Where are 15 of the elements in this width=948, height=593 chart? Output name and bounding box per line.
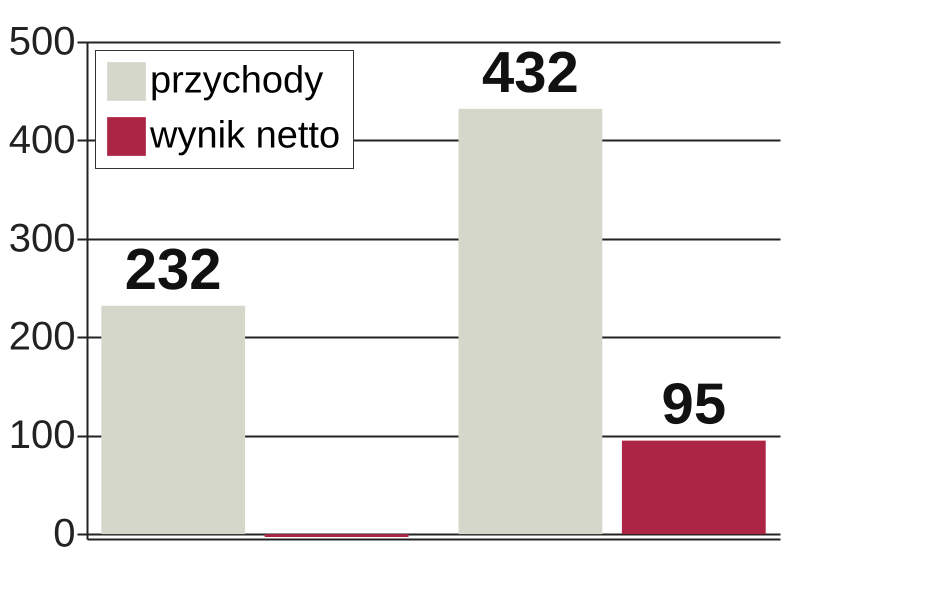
y-tick-label: 500 — [8, 20, 76, 64]
legend-label: przychody — [150, 60, 324, 102]
y-tick-label: 200 — [8, 314, 76, 359]
y-tick-label: 400 — [8, 118, 76, 162]
data-label: 232 — [124, 236, 222, 302]
bar — [264, 534, 408, 538]
bar — [101, 306, 246, 534]
y-tick-label: 100 — [8, 413, 76, 458]
legend-label: wynik netto — [149, 114, 340, 156]
bar — [458, 108, 602, 534]
bar — [622, 440, 766, 534]
data-label: 432 — [482, 40, 579, 105]
y-tick-label: 0 — [53, 512, 76, 556]
y-tick-label: 300 — [8, 216, 76, 260]
data-label: 95 — [662, 372, 726, 437]
